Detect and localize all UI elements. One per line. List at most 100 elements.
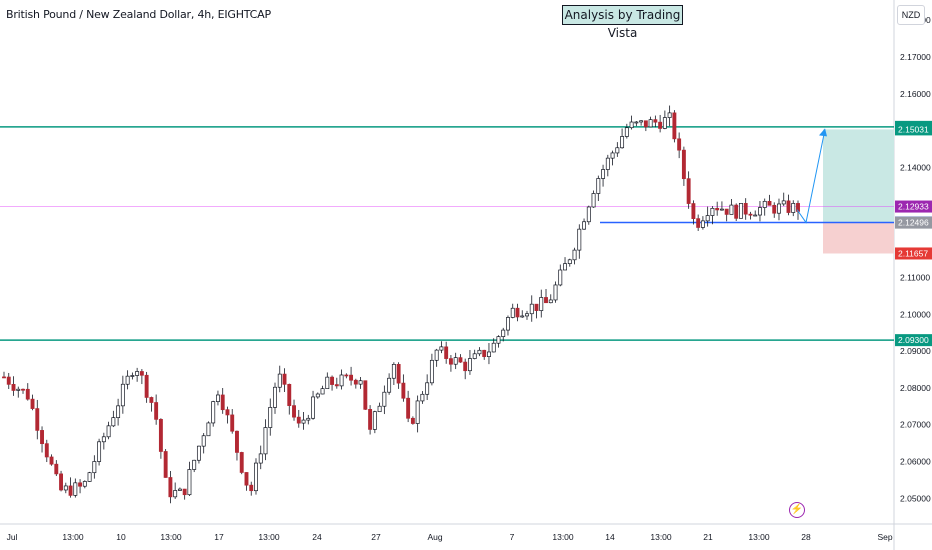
candle-body bbox=[525, 313, 529, 317]
flash-icon[interactable]: ⚡ bbox=[789, 502, 805, 518]
candle-body bbox=[225, 409, 230, 416]
x-tick-label: 28 bbox=[801, 532, 811, 542]
candle-body bbox=[639, 120, 644, 123]
candle-body bbox=[230, 414, 235, 432]
candle-body bbox=[211, 401, 216, 424]
candle-body bbox=[643, 120, 648, 128]
candle-body bbox=[349, 374, 354, 381]
x-tick-label: 10 bbox=[116, 532, 126, 542]
y-tick-label: 2.16000 bbox=[900, 89, 931, 99]
candle-body bbox=[658, 121, 663, 129]
candle-body bbox=[467, 358, 472, 372]
candle-body bbox=[268, 407, 273, 428]
candle-body bbox=[78, 482, 83, 487]
candle-body bbox=[301, 419, 306, 424]
candle-body bbox=[586, 206, 591, 223]
candle-body bbox=[196, 445, 201, 461]
candle-body bbox=[648, 119, 653, 128]
projection-arrow[interactable] bbox=[796, 129, 826, 224]
candle-body bbox=[244, 472, 249, 486]
candle-body bbox=[149, 397, 154, 403]
currency-button[interactable]: NZD bbox=[897, 5, 925, 25]
candle-body bbox=[168, 477, 173, 498]
x-tick-label: 13:00 bbox=[160, 532, 182, 542]
candle-body bbox=[738, 203, 743, 219]
candle-body bbox=[187, 469, 192, 496]
candle-body bbox=[368, 409, 373, 430]
candle-body bbox=[249, 484, 254, 492]
candle-body bbox=[734, 204, 739, 219]
candle-body bbox=[620, 136, 625, 149]
candle-body bbox=[163, 451, 168, 478]
stop-zone[interactable] bbox=[823, 222, 894, 254]
candle-body bbox=[534, 303, 539, 311]
candle-body bbox=[610, 152, 615, 159]
analysis-badge: Analysis by Trading Vista bbox=[562, 5, 683, 40]
chart-title: British Pound / New Zealand Dollar, 4h, … bbox=[6, 8, 271, 21]
candle-body bbox=[672, 112, 677, 140]
candle-body bbox=[577, 228, 582, 251]
candle-body bbox=[130, 375, 135, 377]
candle-body bbox=[558, 269, 563, 286]
candle-body bbox=[691, 203, 696, 219]
candle-body bbox=[634, 121, 639, 124]
candle-body bbox=[139, 371, 144, 376]
candle-body bbox=[520, 315, 525, 318]
y-tick-label: 2.06000 bbox=[900, 456, 931, 466]
candle-body bbox=[477, 349, 482, 355]
candle-body bbox=[30, 398, 35, 409]
candle-body bbox=[330, 376, 335, 385]
projection-arrow-head bbox=[819, 128, 827, 137]
candle-body bbox=[415, 400, 420, 424]
candle-body bbox=[563, 263, 567, 271]
candle-body bbox=[173, 490, 178, 498]
candle-body bbox=[453, 357, 458, 365]
candle-body bbox=[63, 485, 68, 491]
candle-body bbox=[624, 127, 629, 137]
candle-body bbox=[177, 488, 182, 491]
candle-body bbox=[724, 208, 729, 215]
candle-body bbox=[101, 436, 106, 443]
candle-body bbox=[696, 218, 701, 228]
candle-body bbox=[44, 443, 49, 458]
candle-body bbox=[767, 200, 772, 206]
y-tick-label: 2.07000 bbox=[900, 420, 931, 430]
candle-body bbox=[49, 456, 54, 465]
candle-body bbox=[387, 377, 392, 393]
candle-body bbox=[216, 394, 220, 402]
candle-body bbox=[372, 411, 377, 430]
candle-body bbox=[287, 383, 292, 406]
candle-body bbox=[743, 203, 748, 215]
candle-body bbox=[686, 178, 691, 204]
y-tick-label: 2.08000 bbox=[900, 383, 931, 393]
candle-body bbox=[572, 249, 577, 261]
candle-body bbox=[135, 371, 140, 376]
candle-body bbox=[677, 138, 682, 151]
price-label-box bbox=[895, 247, 932, 260]
profit-zone[interactable] bbox=[823, 129, 894, 223]
candle-body bbox=[781, 200, 786, 205]
candle-body bbox=[653, 119, 658, 123]
candle-body bbox=[406, 397, 411, 419]
candle-body bbox=[125, 375, 130, 385]
price-label-text: 2.09300 bbox=[898, 335, 929, 345]
candle-body bbox=[158, 419, 163, 452]
candle-body bbox=[206, 422, 211, 437]
candle-body bbox=[263, 427, 268, 455]
x-tick-label: 14 bbox=[605, 532, 615, 542]
candle-body bbox=[429, 359, 434, 384]
candle-body bbox=[21, 388, 25, 391]
candle-body bbox=[748, 213, 753, 216]
candle-body bbox=[391, 364, 396, 379]
candle-body bbox=[472, 353, 477, 359]
candle-body bbox=[6, 376, 11, 385]
candle-body bbox=[239, 452, 244, 473]
candle-body bbox=[120, 383, 125, 407]
candle-body bbox=[710, 207, 715, 216]
candle-body bbox=[444, 346, 449, 359]
candle-body bbox=[506, 317, 510, 331]
candle-body bbox=[544, 297, 548, 304]
x-tick-label: Sep bbox=[877, 532, 892, 542]
candle-body bbox=[106, 425, 111, 438]
